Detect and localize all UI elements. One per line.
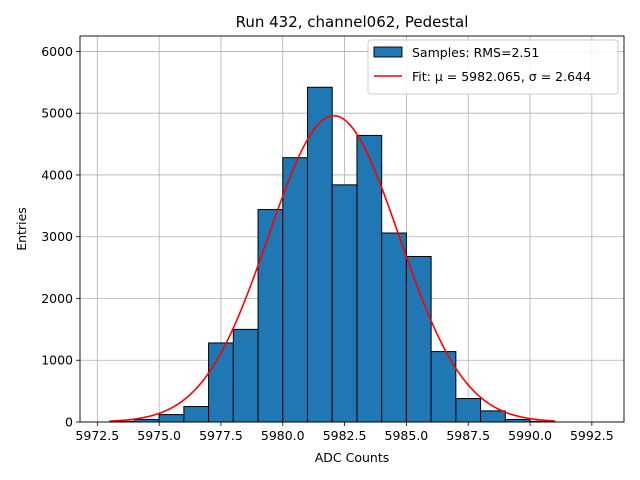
x-tick-label: 5980.0 <box>261 428 305 443</box>
legend-histogram-label: Samples: RMS=2.51 <box>412 45 539 60</box>
histogram-bar <box>232 328 259 423</box>
histogram-bar <box>306 86 333 423</box>
x-tick-label: 5987.5 <box>446 428 490 443</box>
x-axis-ticks: 5972.5 5975.0 5977.5 5980.0 5982.5 5985.0 5987… <box>75 422 614 443</box>
histogram-bar <box>282 157 308 423</box>
histogram-bar <box>208 342 234 423</box>
y-tick-label: 0 <box>65 415 73 430</box>
y-tick-label: 6000 <box>41 44 73 59</box>
chart-title: Run 432, channel062, Pedestal <box>236 13 469 31</box>
legend-fit-label: Fit: μ = 5982.065, σ = 2.644 <box>412 69 591 84</box>
x-tick-label: 5985.0 <box>385 428 429 443</box>
x-axis-label: ADC Counts <box>315 450 390 465</box>
legend-histogram-swatch <box>373 46 403 58</box>
plot-frame <box>79 35 625 423</box>
legend-box <box>367 39 619 95</box>
histogram-bar <box>331 184 358 423</box>
x-tick-label: 5977.5 <box>199 428 243 443</box>
y-tick-label: 2000 <box>41 291 73 306</box>
histogram-bar <box>257 209 284 423</box>
histogram-bar <box>183 406 210 423</box>
x-tick-label: 5990.0 <box>508 428 552 443</box>
y-axis-label: Entries <box>14 207 29 251</box>
y-tick-label: 3000 <box>41 229 73 244</box>
histogram-bar <box>405 255 432 423</box>
x-tick-label: 5982.5 <box>323 428 367 443</box>
histogram-bar <box>480 410 506 423</box>
x-tick-label: 5975.0 <box>137 428 181 443</box>
y-axis-ticks: 0 1000 2000 3000 4000 5000 6000 <box>41 44 80 430</box>
y-tick-label: 1000 <box>41 353 73 368</box>
fit-curve-layer <box>109 114 555 422</box>
fit-curve <box>109 114 555 422</box>
histogram-bar <box>381 232 407 423</box>
histogram-bar <box>356 134 383 423</box>
histogram-bars <box>109 86 556 423</box>
y-tick-label: 5000 <box>41 106 73 121</box>
legend: Samples: RMS=2.51 Fit: μ = 5982.065, σ =… <box>367 39 619 95</box>
histogram-bar <box>455 398 482 423</box>
x-tick-label: 5992.5 <box>570 428 614 443</box>
histogram-bar <box>158 414 185 423</box>
y-tick-label: 4000 <box>41 167 73 182</box>
x-tick-label: 5972.5 <box>75 428 119 443</box>
